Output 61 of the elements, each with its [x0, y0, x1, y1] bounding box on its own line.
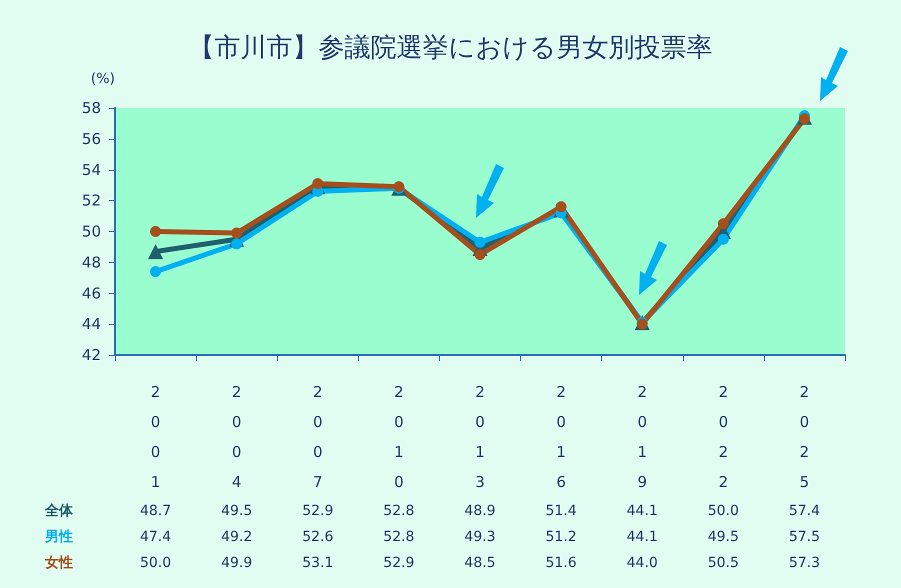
y-tick-label: 58 — [82, 99, 101, 117]
x-tick-label: 2004 — [232, 383, 242, 491]
data-label: 52.6 — [301, 528, 334, 547]
data-label: 48.7 — [138, 502, 172, 521]
data-label: 52.9 — [301, 502, 334, 521]
point — [231, 238, 242, 250]
point — [148, 244, 164, 260]
data-label: 50.0 — [138, 554, 172, 573]
y-tick-label: 56 — [82, 130, 101, 148]
y-tick-label: 42 — [82, 346, 101, 364]
data-label: 51.2 — [544, 528, 578, 547]
text: 男性 — [44, 528, 74, 547]
x-tick-label: 2007 — [313, 383, 323, 491]
data-label: 49.2 — [220, 528, 254, 547]
x-tick-label: 2001 — [150, 383, 160, 491]
point — [718, 234, 729, 245]
data-label: 50.5 — [706, 554, 740, 573]
point — [231, 228, 242, 239]
point — [474, 249, 486, 260]
data-label: 51.4 — [544, 502, 578, 521]
y-tick-label: 46 — [82, 284, 101, 302]
text: 女性 — [44, 554, 74, 573]
data-label: 52.8 — [382, 502, 416, 521]
data-label: 53.1 — [301, 554, 334, 573]
point — [718, 218, 729, 230]
y-tick-label: 44 — [82, 315, 101, 334]
data-label: 49.5 — [220, 502, 254, 521]
point — [312, 178, 324, 190]
point — [556, 201, 567, 212]
data-label: 44.0 — [626, 554, 659, 573]
x-tick-label: 2013 — [475, 383, 485, 491]
y-axis-title: (%) — [90, 71, 115, 87]
y-tick-label: 52 — [82, 192, 101, 210]
chart-title: 【市川市】参議院選挙における男女別投票率 — [188, 33, 712, 63]
data-label: 52.8 — [382, 528, 416, 547]
data-label: 57.4 — [788, 502, 822, 521]
data-label: 49.3 — [463, 528, 497, 547]
data-label: 57.5 — [788, 528, 822, 547]
y-tick-label: 54 — [82, 160, 101, 179]
point — [474, 236, 486, 248]
data-label: 44.1 — [626, 528, 659, 547]
x-tick-label: 2022 — [718, 383, 728, 491]
y-tick-label: 50 — [82, 222, 101, 240]
data-label: 48.9 — [463, 502, 497, 521]
x-tick-label: 2010 — [394, 383, 404, 491]
data-label: 49.9 — [220, 554, 254, 573]
data-label: 51.6 — [544, 554, 578, 573]
x-tick-label: 2019 — [637, 383, 647, 491]
point — [150, 226, 162, 237]
data-label: 44.1 — [626, 502, 659, 521]
text: 全体 — [44, 502, 74, 521]
data-label: 48.5 — [463, 554, 497, 573]
data-label: 52.9 — [382, 554, 416, 573]
data-label: 47.4 — [138, 528, 172, 547]
data-label: 57.3 — [788, 554, 822, 573]
x-tick-label: 2025 — [800, 383, 810, 491]
x-tick-label: 2016 — [556, 383, 566, 491]
data-label: 50.0 — [706, 502, 740, 521]
data-label: 49.5 — [706, 528, 740, 547]
y-tick-label: 48 — [82, 253, 101, 272]
point — [150, 266, 162, 278]
